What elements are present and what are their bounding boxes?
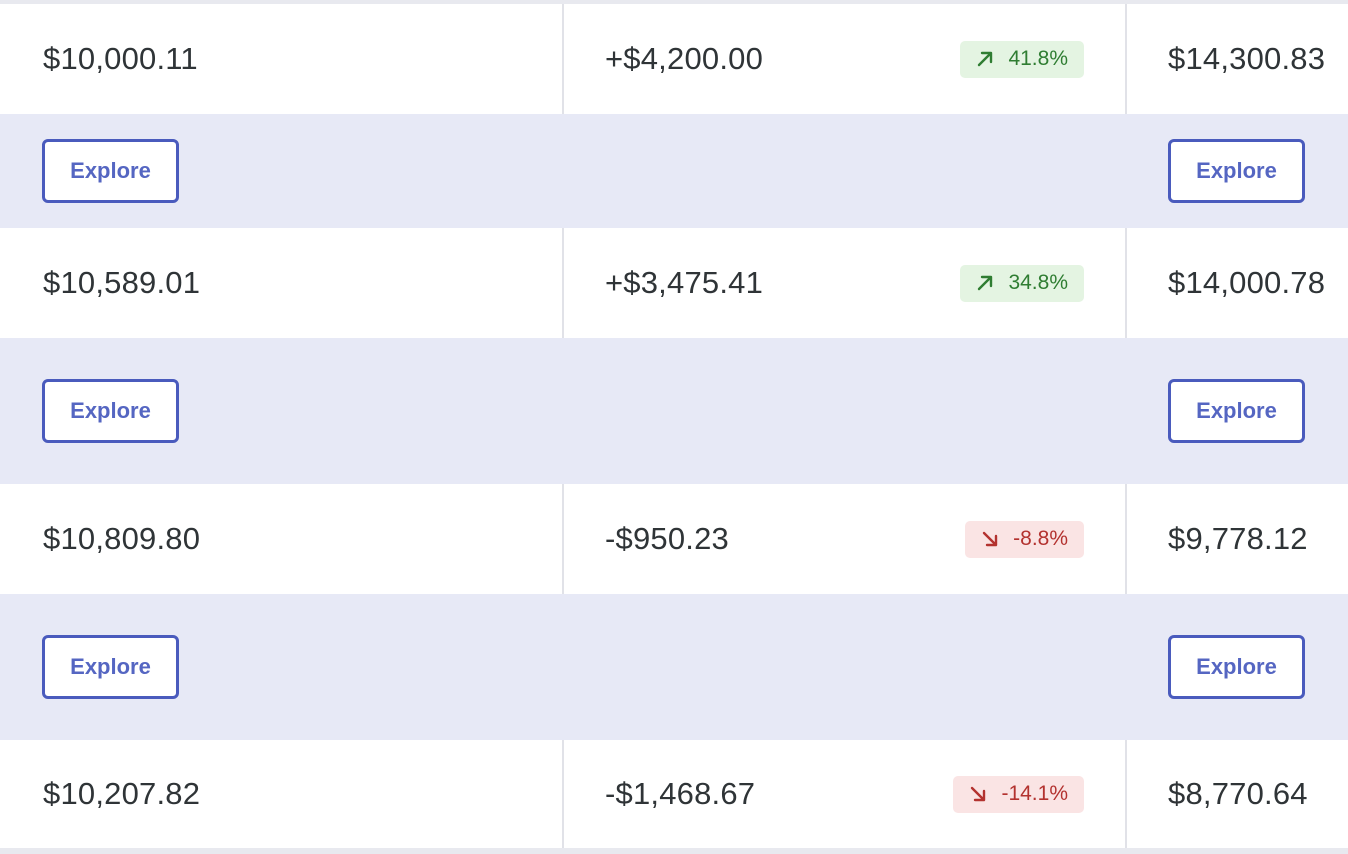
change-amount: -$1,468.67	[605, 776, 756, 811]
table-row: $10,589.01 +$3,475.41 34.8% $14,000.78	[0, 228, 1348, 338]
change-cell: +$4,200.00 41.8%	[564, 4, 1127, 114]
change-amount: +$4,200.00	[605, 41, 764, 76]
result-cell: $14,300.83	[1127, 4, 1348, 114]
arrow-down-right-icon	[979, 528, 1001, 550]
change-badge: 34.8%	[960, 264, 1084, 302]
action-row: Explore Explore	[0, 338, 1348, 484]
starting-value: $10,809.80	[43, 521, 201, 556]
table-row: $10,809.80 -$950.23 -8.8% $9,778.12	[0, 484, 1348, 594]
value-cell: $10,809.80	[0, 484, 564, 594]
starting-value: $10,207.82	[43, 776, 201, 811]
change-amount: +$3,475.41	[605, 265, 764, 300]
change-percent: -8.8%	[1013, 527, 1068, 550]
arrow-down-right-icon	[967, 783, 989, 805]
change-percent: 41.8%	[1008, 47, 1068, 70]
change-amount: -$950.23	[605, 521, 729, 556]
result-cell: $9,778.12	[1127, 484, 1348, 594]
explore-button[interactable]: Explore	[1168, 635, 1305, 699]
change-badge: -14.1%	[953, 775, 1084, 813]
explore-button[interactable]: Explore	[42, 379, 179, 443]
change-percent: 34.8%	[1008, 271, 1068, 294]
starting-value: $10,589.01	[43, 265, 201, 300]
result-value: $14,300.83	[1168, 41, 1326, 76]
result-value: $8,770.64	[1168, 776, 1308, 811]
value-cell: $10,000.11	[0, 4, 564, 114]
explore-button[interactable]: Explore	[42, 139, 179, 203]
arrow-up-right-icon	[974, 272, 996, 294]
change-badge: 41.8%	[960, 40, 1084, 78]
portfolio-table: $10,000.11 +$4,200.00 41.8% $14,300.83 E…	[0, 4, 1348, 848]
explore-button[interactable]: Explore	[1168, 379, 1305, 443]
value-cell: $10,589.01	[0, 228, 564, 338]
result-value: $14,000.78	[1168, 265, 1326, 300]
change-badge: -8.8%	[965, 520, 1084, 558]
change-cell: +$3,475.41 34.8%	[564, 228, 1127, 338]
arrow-up-right-icon	[974, 48, 996, 70]
starting-value: $10,000.11	[43, 41, 198, 76]
change-cell: -$1,468.67 -14.1%	[564, 740, 1127, 848]
result-value: $9,778.12	[1168, 521, 1308, 556]
change-percent: -14.1%	[1001, 782, 1068, 805]
result-cell: $14,000.78	[1127, 228, 1348, 338]
change-cell: -$950.23 -8.8%	[564, 484, 1127, 594]
value-cell: $10,207.82	[0, 740, 564, 848]
table-row: $10,000.11 +$4,200.00 41.8% $14,300.83	[0, 4, 1348, 114]
explore-button[interactable]: Explore	[42, 635, 179, 699]
result-cell: $8,770.64	[1127, 740, 1348, 848]
action-row: Explore Explore	[0, 114, 1348, 228]
explore-button[interactable]: Explore	[1168, 139, 1305, 203]
action-row: Explore Explore	[0, 594, 1348, 740]
table-row: $10,207.82 -$1,468.67 -14.1% $8,770.64	[0, 740, 1348, 848]
